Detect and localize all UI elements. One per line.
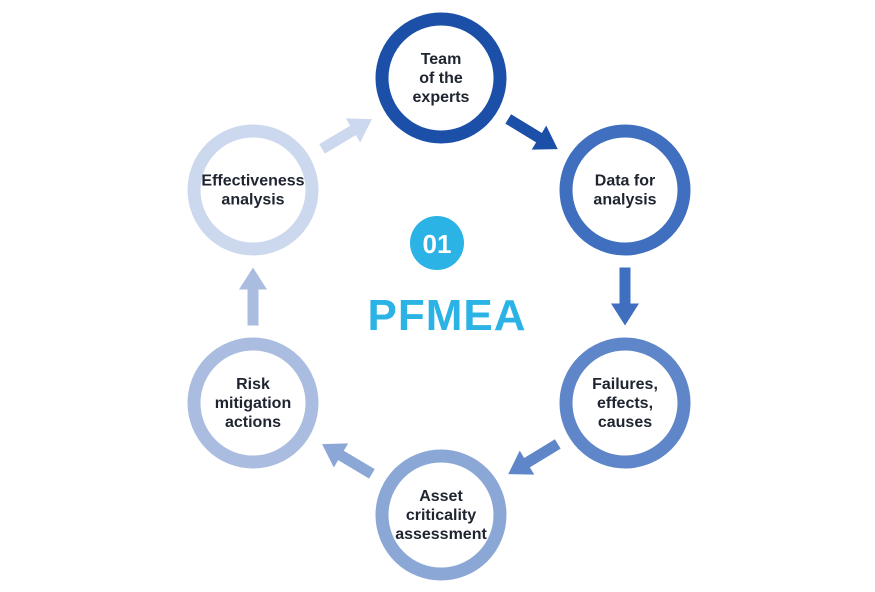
node-ring bbox=[187, 337, 319, 469]
node-ring bbox=[187, 124, 319, 256]
arrow-team-to-data bbox=[505, 114, 558, 150]
node-ring bbox=[375, 12, 507, 144]
arrow-failures-to-asset bbox=[508, 439, 561, 475]
node-label-line: effects, bbox=[597, 395, 653, 412]
cycle-node-risk: Risk mitigation actions bbox=[187, 337, 319, 469]
node-label-line: causes bbox=[598, 414, 652, 431]
cycle-node-data: Data for analysis bbox=[559, 124, 691, 256]
arrow-risk-to-effectiveness bbox=[239, 267, 267, 326]
node-label-line: Failures, bbox=[592, 376, 658, 393]
cycle-node-asset: Asset criticality assessment bbox=[375, 449, 507, 581]
node-label-line: of the bbox=[419, 70, 463, 87]
node-label-line: mitigation bbox=[215, 395, 291, 412]
node-ring bbox=[559, 337, 691, 469]
node-ring bbox=[559, 124, 691, 256]
center-number: 01 bbox=[423, 229, 452, 259]
cycle-node-team: Team of the experts bbox=[375, 12, 507, 144]
nodes-layer: Team of the experts Data for analysis Failure… bbox=[187, 12, 691, 581]
arrow-effectiveness-to-team bbox=[319, 118, 372, 154]
arrow-data-to-failures bbox=[611, 267, 639, 326]
node-label-line: analysis bbox=[593, 192, 656, 209]
arrow-asset-to-risk bbox=[322, 443, 375, 479]
node-label-line: experts bbox=[413, 89, 470, 106]
center-title: PFMEA bbox=[368, 291, 527, 340]
node-label-line: Data for bbox=[595, 173, 655, 190]
cycle-node-effectiveness: Effectiveness analysis bbox=[187, 124, 319, 256]
cycle-node-failures: Failures, effects, causes bbox=[559, 337, 691, 469]
node-label-line: criticality bbox=[406, 507, 476, 524]
center-group: 01 PFMEA bbox=[368, 216, 527, 340]
node-label-line: Effectiveness bbox=[201, 173, 304, 190]
arrows-layer bbox=[239, 114, 639, 479]
node-label-line: Team bbox=[421, 51, 462, 68]
node-ring bbox=[375, 449, 507, 581]
center-number-badge bbox=[410, 216, 464, 270]
node-label-line: Risk bbox=[236, 376, 270, 393]
node-label-line: actions bbox=[225, 414, 281, 431]
node-label-line: analysis bbox=[221, 192, 284, 209]
node-label-line: assessment bbox=[395, 526, 487, 543]
node-label-line: Asset bbox=[419, 488, 463, 505]
